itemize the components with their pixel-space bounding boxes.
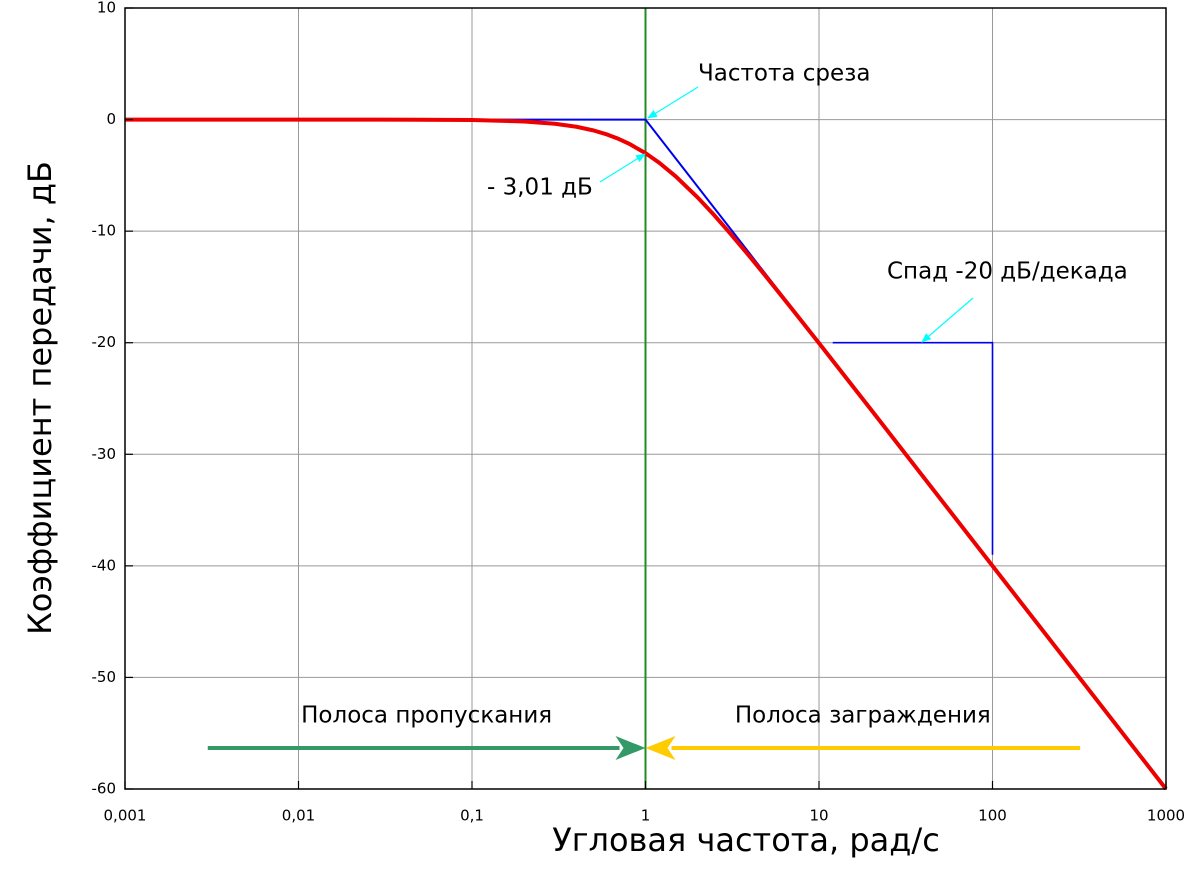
band-label: Полоса заграждения bbox=[735, 703, 991, 729]
annotation-arrow bbox=[921, 297, 974, 343]
x-tick-label: 1000 bbox=[1147, 807, 1185, 825]
x-tick-label: 0,1 bbox=[460, 807, 484, 825]
annotation-arrow bbox=[599, 153, 646, 183]
slope-marker bbox=[832, 341, 994, 555]
y-tick-label: -40 bbox=[92, 556, 117, 574]
x-tick-label: 0,01 bbox=[282, 807, 315, 825]
x-axis-title: Угловая частота, рад/с bbox=[552, 821, 940, 859]
y-tick-label: -60 bbox=[92, 780, 117, 798]
y-tick-label: -50 bbox=[92, 668, 117, 686]
x-tick-label: 0,001 bbox=[104, 807, 147, 825]
band-arrow-head bbox=[645, 736, 676, 760]
y-tick-label: -30 bbox=[92, 445, 117, 463]
x-tick-label: 1 bbox=[641, 807, 651, 825]
y-axis-title: Коэффициент передачи, дБ bbox=[21, 161, 59, 635]
band-label: Полоса пропускания bbox=[301, 703, 552, 729]
y-tick-label: 0 bbox=[106, 110, 116, 128]
annotation-arrow bbox=[647, 86, 699, 119]
y-tick-label: -10 bbox=[92, 222, 117, 240]
annotation-text: Спад -20 дБ/декада bbox=[887, 259, 1128, 285]
annotation-text: Частота среза bbox=[698, 61, 871, 87]
x-tick-label: 100 bbox=[978, 807, 1007, 825]
data-layer bbox=[125, 8, 1168, 791]
annotation-layer: 0,001 0,01 0,1 1 10 100 1000100-10-20-30-40-50… bbox=[92, 0, 1186, 825]
annotation-text: - 3,01 дБ bbox=[487, 175, 593, 201]
y-tick-label: 10 bbox=[97, 0, 116, 17]
x-tick-label: 10 bbox=[809, 807, 828, 825]
band-arrow-head bbox=[615, 736, 646, 760]
y-tick-label: -20 bbox=[92, 333, 117, 351]
series-line bbox=[125, 117, 1168, 791]
